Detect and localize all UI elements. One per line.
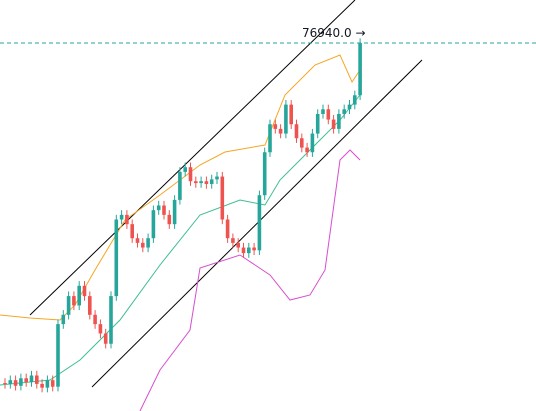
candle-body — [162, 205, 166, 215]
candle-body — [289, 104, 293, 125]
candle-body — [35, 375, 39, 384]
candle-body — [109, 296, 113, 344]
candle-body — [82, 285, 87, 297]
candle-body — [98, 324, 103, 334]
channel-upper — [29, 0, 356, 316]
candle-body — [305, 147, 309, 153]
candle-body — [278, 128, 283, 134]
candle-body — [3, 382, 7, 384]
candle-body — [252, 247, 256, 251]
candle-body — [300, 138, 304, 148]
candle-body — [199, 181, 203, 184]
candle-body — [29, 375, 34, 383]
candle-body — [114, 219, 119, 297]
candle-body — [103, 333, 108, 344]
band-middle — [0, 94, 361, 386]
candle-body — [231, 238, 235, 243]
candle-body — [13, 380, 18, 386]
candle-body — [220, 176, 225, 220]
candle-body — [236, 242, 240, 248]
candle-body — [151, 210, 156, 239]
candle-body — [294, 124, 299, 139]
candle-body — [72, 296, 76, 306]
candle-body — [188, 167, 193, 182]
candle-body — [241, 247, 246, 254]
candle-body — [284, 104, 288, 134]
candle-body — [353, 95, 357, 105]
candle-body — [337, 113, 341, 129]
candle-body — [178, 171, 182, 200]
price-label: 76940.0 → — [302, 26, 366, 40]
candle-body — [315, 113, 320, 134]
channel-lower — [91, 59, 423, 388]
candle-body — [262, 152, 267, 196]
candle-body — [156, 205, 161, 211]
candle-body — [45, 380, 50, 388]
candle-body — [172, 199, 177, 225]
candle-body — [19, 378, 23, 386]
candle-body — [88, 296, 92, 315]
candle-body — [8, 380, 13, 384]
candle-body — [56, 324, 60, 387]
candles — [3, 38, 362, 393]
candle-body — [326, 109, 331, 120]
candle-body — [204, 181, 209, 185]
candle-body — [194, 181, 198, 184]
candle-body — [347, 104, 352, 110]
candle-body — [273, 124, 278, 129]
candle-body — [40, 383, 44, 388]
candle-body — [183, 167, 187, 172]
candle-body — [135, 238, 140, 243]
candle-body — [24, 378, 28, 383]
candle-body — [146, 238, 150, 248]
candle-body — [119, 214, 124, 220]
candle-body — [209, 179, 214, 185]
candle-body — [50, 380, 55, 387]
candle-body — [141, 242, 145, 248]
candle-body — [130, 224, 134, 239]
candle-body — [77, 285, 81, 306]
candle-body — [225, 219, 230, 239]
candle-body — [310, 133, 315, 153]
candle-body — [247, 247, 251, 254]
candle-body — [342, 109, 346, 114]
candle-body — [215, 176, 219, 180]
candle-body — [331, 119, 336, 129]
candle-body — [61, 314, 66, 325]
candle-body — [321, 109, 325, 114]
candle-body — [93, 314, 97, 325]
candle-body — [125, 214, 129, 225]
candle-body — [167, 214, 172, 225]
candle-body — [268, 124, 272, 153]
candle-body — [257, 195, 262, 251]
band-lower — [139, 149, 361, 411]
candle-body — [358, 42, 362, 96]
candle-body — [66, 296, 71, 315]
